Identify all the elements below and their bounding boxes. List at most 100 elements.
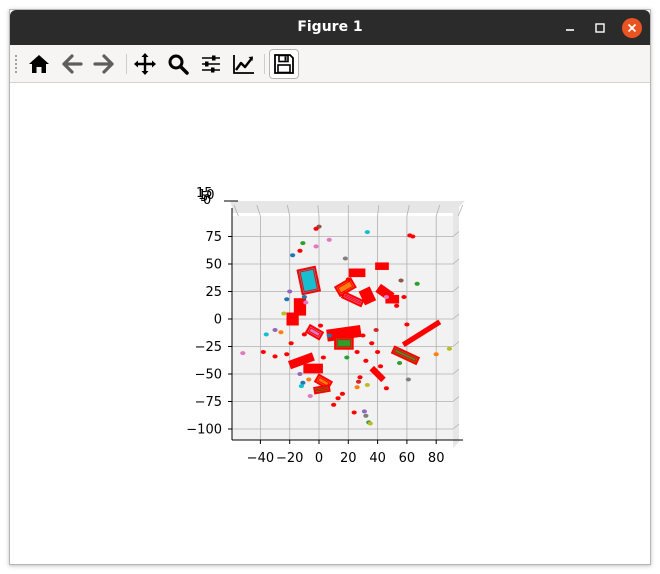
- data-point: [284, 352, 290, 357]
- data-point: [317, 323, 324, 328]
- box-inner: [336, 339, 352, 348]
- data-point: [331, 402, 337, 407]
- data-point: [284, 297, 290, 302]
- box-inner: [377, 264, 387, 268]
- maximize-button[interactable]: [590, 18, 610, 38]
- minimize-icon: [566, 29, 574, 31]
- data-point: [414, 281, 420, 286]
- box-fill: [296, 265, 322, 296]
- navigation-toolbar: [10, 45, 650, 83]
- toolbar-grip[interactable]: [14, 54, 18, 74]
- grid-line-perspective: [452, 368, 460, 375]
- data-point: [345, 277, 351, 282]
- data-point: [307, 394, 313, 398]
- grid-line-perspective: [452, 313, 460, 320]
- y-tick-label: −100: [186, 423, 222, 438]
- data-point: [383, 386, 389, 391]
- toolbar-separator: [264, 54, 265, 74]
- home-button[interactable]: [25, 50, 53, 78]
- data-point: [300, 241, 306, 246]
- scatter-points: [240, 224, 452, 426]
- box-inner: [291, 355, 312, 366]
- bounding-box: [304, 323, 325, 341]
- z-tick-label: 15: [196, 186, 213, 201]
- figure-canvas[interactable]: −40 −20 0 20 40 60 80 75 50 25 0 −25 −50 −75 −100 15 1…: [10, 83, 650, 564]
- x-tick-label: 0: [315, 451, 323, 466]
- bounding-box: [369, 365, 386, 383]
- grid-line-perspective: [452, 231, 460, 237]
- bounding-box: [390, 345, 421, 366]
- box-inner: [299, 268, 319, 293]
- box-inner: [308, 327, 321, 338]
- maximize-icon: [595, 23, 605, 33]
- z-tick-label: 10: [198, 188, 215, 203]
- box-inner: [317, 376, 330, 387]
- data-point: [313, 244, 319, 249]
- bounding-box: [358, 286, 377, 306]
- configure-subplots-button[interactable]: [197, 50, 225, 78]
- data-point: [396, 361, 403, 365]
- bounding-boxes: [286, 262, 442, 395]
- back-button[interactable]: [58, 50, 86, 78]
- forward-button[interactable]: [90, 50, 118, 78]
- data-point: [288, 341, 294, 346]
- data-point: [405, 377, 411, 382]
- data-point: [263, 332, 269, 337]
- grid-line-perspective: [377, 204, 380, 217]
- data-point: [383, 295, 389, 299]
- box-fill: [375, 262, 389, 270]
- data-point: [301, 332, 307, 337]
- data-point: [306, 377, 312, 382]
- y-tick-label: −25: [195, 340, 222, 355]
- box-fill: [358, 286, 377, 306]
- x-tick-label: 40: [369, 451, 386, 466]
- box-inner: [344, 294, 362, 305]
- data-point: [281, 311, 287, 316]
- box-inner: [315, 387, 328, 392]
- data-point: [446, 346, 452, 351]
- data-point: [401, 295, 407, 299]
- y-tick-label: 50: [205, 258, 222, 273]
- edit-axis-button[interactable]: [230, 50, 258, 78]
- data-point: [272, 328, 278, 332]
- save-button[interactable]: [269, 49, 299, 79]
- y-tick-label: 0: [214, 313, 222, 328]
- data-point: [354, 350, 360, 354]
- bounding-box: [401, 319, 442, 347]
- data-point: [361, 409, 368, 414]
- grid-line-perspective: [256, 204, 261, 217]
- grid-line-perspective: [457, 204, 464, 217]
- data-point: [240, 351, 246, 356]
- close-icon: [627, 23, 637, 33]
- minimize-button[interactable]: [560, 18, 580, 38]
- x-tick-label: −20: [276, 451, 303, 466]
- window-title: Figure 1: [297, 19, 363, 35]
- close-button[interactable]: [622, 18, 642, 38]
- grid-line-perspective: [452, 341, 460, 347]
- y-tick-label: −75: [195, 395, 222, 410]
- title-bar[interactable]: Figure 1: [10, 10, 650, 45]
- box-inner: [305, 366, 321, 371]
- box-fill: [334, 336, 354, 350]
- grid-line-perspective: [452, 286, 460, 292]
- data-point: [260, 350, 266, 354]
- move-icon: [134, 53, 156, 75]
- y-tick-label: −50: [195, 368, 222, 383]
- zoom-button[interactable]: [164, 50, 192, 78]
- data-point: [380, 286, 387, 291]
- data-point: [404, 322, 410, 327]
- data-point: [364, 230, 370, 235]
- z-tick-label: 0: [203, 193, 211, 208]
- sliders-icon: [202, 55, 220, 73]
- arrow-right-icon: [93, 54, 114, 74]
- box-fill: [286, 312, 299, 326]
- y-axis-ticks: 75 50 25 0 −25 −50 −75 −100: [186, 230, 232, 438]
- data-point: [339, 391, 346, 396]
- data-point: [394, 303, 400, 308]
- pan-button[interactable]: [131, 50, 159, 78]
- grid-line-perspective: [233, 204, 239, 217]
- data-point: [433, 352, 439, 357]
- x-tick-label: 80: [428, 451, 445, 466]
- grid-line-perspective: [286, 204, 291, 217]
